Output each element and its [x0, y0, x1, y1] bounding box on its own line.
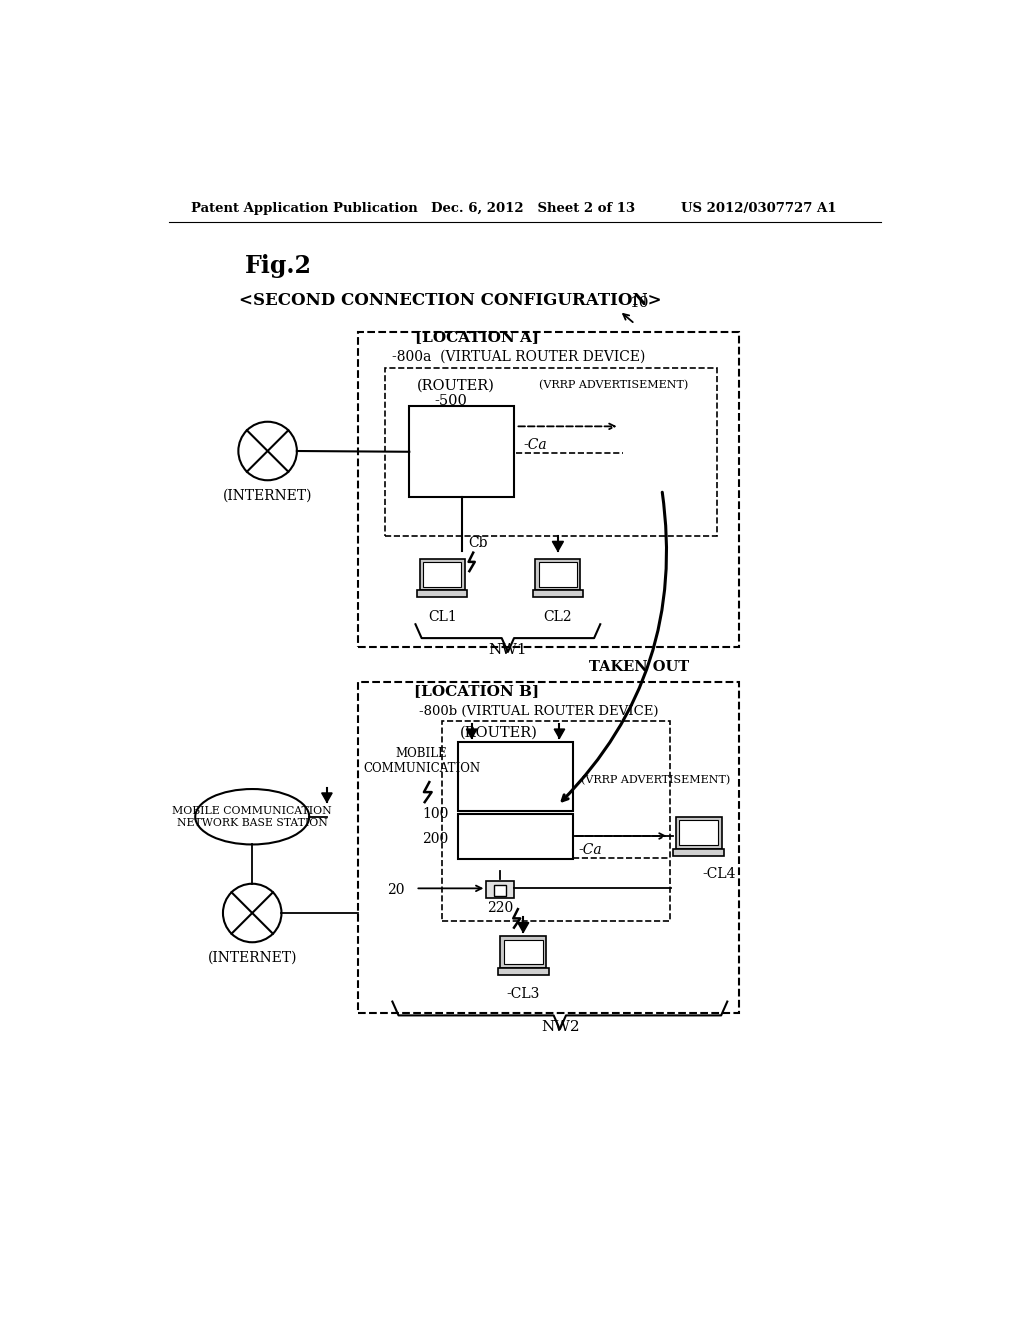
Text: (ROUTER): (ROUTER) [417, 379, 495, 392]
FancyBboxPatch shape [539, 562, 577, 586]
Text: [LOCATION B]: [LOCATION B] [414, 684, 539, 698]
Text: -Ca: -Ca [523, 438, 547, 451]
Text: NW1: NW1 [488, 643, 527, 656]
Polygon shape [467, 729, 477, 738]
Text: (ROUTER): (ROUTER) [460, 726, 538, 739]
FancyBboxPatch shape [486, 880, 514, 898]
FancyBboxPatch shape [423, 562, 462, 586]
FancyBboxPatch shape [504, 940, 543, 965]
Text: 10: 10 [630, 296, 649, 310]
Text: Patent Application Publication: Patent Application Publication [190, 202, 418, 215]
Text: Dec. 6, 2012   Sheet 2 of 13: Dec. 6, 2012 Sheet 2 of 13 [431, 202, 635, 215]
Text: 100: 100 [422, 808, 449, 821]
Text: 220: 220 [487, 902, 513, 915]
Text: (VRRP ADVERTISEMENT): (VRRP ADVERTISEMENT) [539, 380, 688, 391]
Text: MOBILE COMMUNICATION
NETWORK BASE STATION: MOBILE COMMUNICATION NETWORK BASE STATIO… [172, 807, 332, 828]
Text: NW2: NW2 [541, 1020, 580, 1034]
FancyBboxPatch shape [458, 814, 573, 859]
Text: -CL3: -CL3 [507, 987, 540, 1001]
Text: -CL4: -CL4 [702, 867, 736, 882]
Text: MOBILE
COMMUNICATION: MOBILE COMMUNICATION [364, 747, 480, 775]
FancyBboxPatch shape [676, 817, 722, 849]
FancyBboxPatch shape [679, 820, 718, 845]
Ellipse shape [196, 789, 309, 845]
FancyBboxPatch shape [458, 742, 573, 812]
Text: (INTERNET): (INTERNET) [208, 950, 297, 965]
FancyBboxPatch shape [532, 590, 583, 597]
Text: <SECOND CONNECTION CONFIGURATION>: <SECOND CONNECTION CONFIGURATION> [239, 292, 662, 309]
FancyBboxPatch shape [501, 936, 546, 968]
Text: Fig.2: Fig.2 [245, 255, 311, 279]
FancyBboxPatch shape [418, 590, 467, 597]
Text: US 2012/0307727 A1: US 2012/0307727 A1 [681, 202, 837, 215]
Text: -Ca: -Ca [579, 843, 602, 857]
FancyBboxPatch shape [420, 558, 465, 590]
Text: -800a  (VIRTUAL ROUTER DEVICE): -800a (VIRTUAL ROUTER DEVICE) [392, 350, 646, 364]
Text: (VRRP ADVERTISEMENT): (VRRP ADVERTISEMENT) [581, 775, 730, 785]
FancyBboxPatch shape [494, 886, 506, 896]
FancyBboxPatch shape [498, 968, 549, 975]
Polygon shape [552, 541, 563, 552]
Text: Cb: Cb [468, 536, 487, 550]
Polygon shape [518, 923, 528, 932]
Text: CL2: CL2 [544, 610, 572, 623]
Polygon shape [322, 793, 332, 803]
Text: [LOCATION A]: [LOCATION A] [416, 330, 540, 345]
FancyBboxPatch shape [410, 407, 514, 498]
FancyBboxPatch shape [674, 849, 724, 855]
Text: -500: -500 [435, 393, 468, 408]
FancyBboxPatch shape [536, 558, 581, 590]
Text: TAKEN OUT: TAKEN OUT [590, 660, 689, 673]
Polygon shape [554, 729, 564, 738]
Text: CL1: CL1 [428, 610, 457, 623]
Text: (INTERNET): (INTERNET) [223, 488, 312, 503]
Text: -800b (VIRTUAL ROUTER DEVICE): -800b (VIRTUAL ROUTER DEVICE) [419, 705, 658, 718]
Text: 20: 20 [387, 883, 404, 896]
Text: 200: 200 [422, 832, 449, 846]
